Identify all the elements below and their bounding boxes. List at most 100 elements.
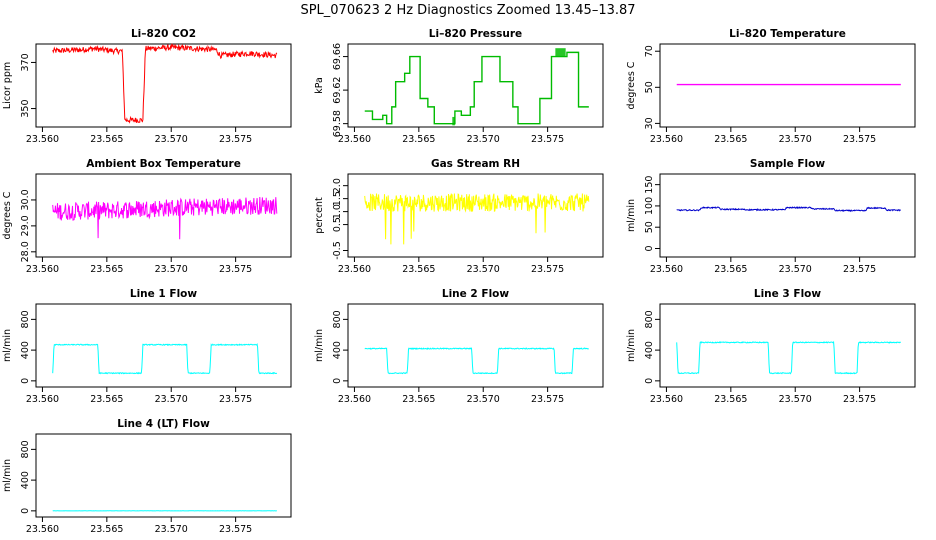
x-tick-label: 23.560 <box>650 134 683 145</box>
y-tick-label: 30 <box>644 117 655 129</box>
series-line-pressure <box>364 51 589 125</box>
x-tick-label: 23.560 <box>338 264 371 275</box>
panel-sample: Sample Flow 23.560 23.565 23.570 23.575 0 50 10… <box>626 158 916 275</box>
series-line-ambient <box>52 196 278 240</box>
x-tick-label: 23.565 <box>714 134 747 145</box>
x-tick-label: 23.565 <box>402 394 435 405</box>
x-tick-label: 23.560 <box>26 524 59 535</box>
panel-title: Li–820 Pressure <box>429 28 522 40</box>
x-tick-label: 23.570 <box>779 264 812 275</box>
y-tick-label: 370 <box>20 53 31 71</box>
x-tick-label: 23.560 <box>650 394 683 405</box>
x-tick-label: 23.565 <box>402 134 435 145</box>
y-tick-label: 400 <box>332 341 343 359</box>
x-tick-label: 23.575 <box>531 394 564 405</box>
x-tick-label: 23.570 <box>779 134 812 145</box>
plot-frame <box>347 173 604 258</box>
x-tick-label: 23.560 <box>338 394 371 405</box>
x-tick-label: 23.565 <box>714 264 747 275</box>
dense-noise-block <box>555 48 566 57</box>
panel-title: Li–820 Temperature <box>729 28 846 40</box>
x-tick-label: 23.565 <box>90 264 123 275</box>
y-tick-label: 69.62 <box>332 77 343 104</box>
y-axis-label: kPa <box>314 77 325 94</box>
x-tick-label: 23.575 <box>531 134 564 145</box>
y-axis-label: ml/min <box>2 459 13 492</box>
panel-title: Ambient Box Temperature <box>86 158 241 170</box>
panel-rh: Gas Stream RH 23.560 23.565 23.570 23.575 -0.… <box>314 158 604 275</box>
plot-frame <box>35 433 292 518</box>
panel-line1: Line 1 Flow 23.560 23.565 23.570 23.575 0 400 8… <box>2 288 292 405</box>
x-tick-label: 23.575 <box>843 394 876 405</box>
x-tick-label: 23.570 <box>155 264 188 275</box>
y-tick-label: 800 <box>20 440 31 458</box>
panel-line3: Line 3 Flow 23.560 23.565 23.570 23.575 0 400 8… <box>626 288 916 405</box>
y-tick-label: 0 <box>20 378 31 384</box>
x-tick-label: 23.575 <box>219 264 252 275</box>
panel-co2: Li–820 CO2 23.560 23.565 23.570 23.575 350 370… <box>2 28 292 145</box>
x-tick-label: 23.570 <box>155 134 188 145</box>
y-tick-label: 1.0 <box>332 204 343 219</box>
y-tick-label: 400 <box>644 341 655 359</box>
panel-line4: Line 4 (LT) Flow 23.560 23.565 23.570 23.575… <box>2 418 292 535</box>
panel-title: Gas Stream RH <box>431 158 520 170</box>
x-tick-label: 23.570 <box>155 524 188 535</box>
x-tick-label: 23.565 <box>402 264 435 275</box>
y-tick-label: 1.5 <box>332 191 343 206</box>
panel-title: Sample Flow <box>750 158 825 170</box>
y-tick-label: 800 <box>332 310 343 328</box>
y-axis-label: degrees C <box>626 61 637 109</box>
plot-frame <box>659 303 916 388</box>
x-tick-label: 23.560 <box>26 394 59 405</box>
x-tick-label: 23.560 <box>26 264 59 275</box>
y-tick-label: 400 <box>20 341 31 359</box>
y-tick-label: 0 <box>20 508 31 514</box>
x-tick-label: 23.575 <box>219 394 252 405</box>
x-tick-label: 23.560 <box>338 134 371 145</box>
y-axis-label: ml/min <box>314 329 325 362</box>
x-tick-label: 23.570 <box>155 394 188 405</box>
x-tick-label: 23.570 <box>467 134 500 145</box>
y-tick-label: 800 <box>20 310 31 328</box>
x-tick-label: 23.570 <box>467 394 500 405</box>
plot-frame <box>347 43 604 128</box>
plot-frame <box>347 303 604 388</box>
panels: Li–820 CO2 23.560 23.565 23.570 23.575 350 370… <box>2 28 916 535</box>
y-axis-label: Licor ppm <box>2 62 13 109</box>
series-line-line1 <box>52 343 278 375</box>
series-line-line3 <box>676 340 901 375</box>
x-tick-label: 23.560 <box>26 134 59 145</box>
panel-line2: Line 2 Flow 23.560 23.565 23.570 23.575 0 400 8… <box>314 288 604 405</box>
y-tick-label: 800 <box>644 310 655 328</box>
y-tick-label: 2.0 <box>332 178 343 193</box>
y-tick-label: 400 <box>20 471 31 489</box>
series-line-rh <box>364 193 590 245</box>
y-tick-label: 350 <box>20 99 31 117</box>
x-tick-label: 23.565 <box>714 394 747 405</box>
figure-title: SPL_070623 2 Hz Diagnostics Zoomed 13.45… <box>300 3 635 18</box>
y-tick-label: 50 <box>644 221 655 233</box>
x-tick-label: 23.560 <box>650 264 683 275</box>
x-tick-label: 23.575 <box>843 264 876 275</box>
x-tick-label: 23.575 <box>843 134 876 145</box>
x-tick-label: 23.565 <box>90 524 123 535</box>
panel-title: Line 1 Flow <box>130 288 197 300</box>
y-tick-label: 69.66 <box>332 43 343 70</box>
y-tick-label: 100 <box>644 197 655 215</box>
x-tick-label: 23.570 <box>779 394 812 405</box>
x-tick-label: 23.575 <box>219 134 252 145</box>
x-tick-label: 23.565 <box>90 394 123 405</box>
y-tick-label: -0.5 <box>332 241 343 260</box>
x-tick-label: 23.565 <box>90 134 123 145</box>
y-tick-label: 0 <box>332 378 343 384</box>
plot-frame <box>35 43 292 128</box>
panel-ambient: Ambient Box Temperature 23.560 23.565 23.57… <box>2 158 292 275</box>
y-tick-label: 150 <box>644 176 655 194</box>
plot-frame <box>35 173 292 258</box>
series-line-co2 <box>52 43 278 124</box>
panel-title: Line 4 (LT) Flow <box>117 418 210 430</box>
y-tick-label: 69.58 <box>332 110 343 137</box>
y-tick-label: 28.0 <box>20 241 31 262</box>
series-line-sample <box>676 206 901 213</box>
